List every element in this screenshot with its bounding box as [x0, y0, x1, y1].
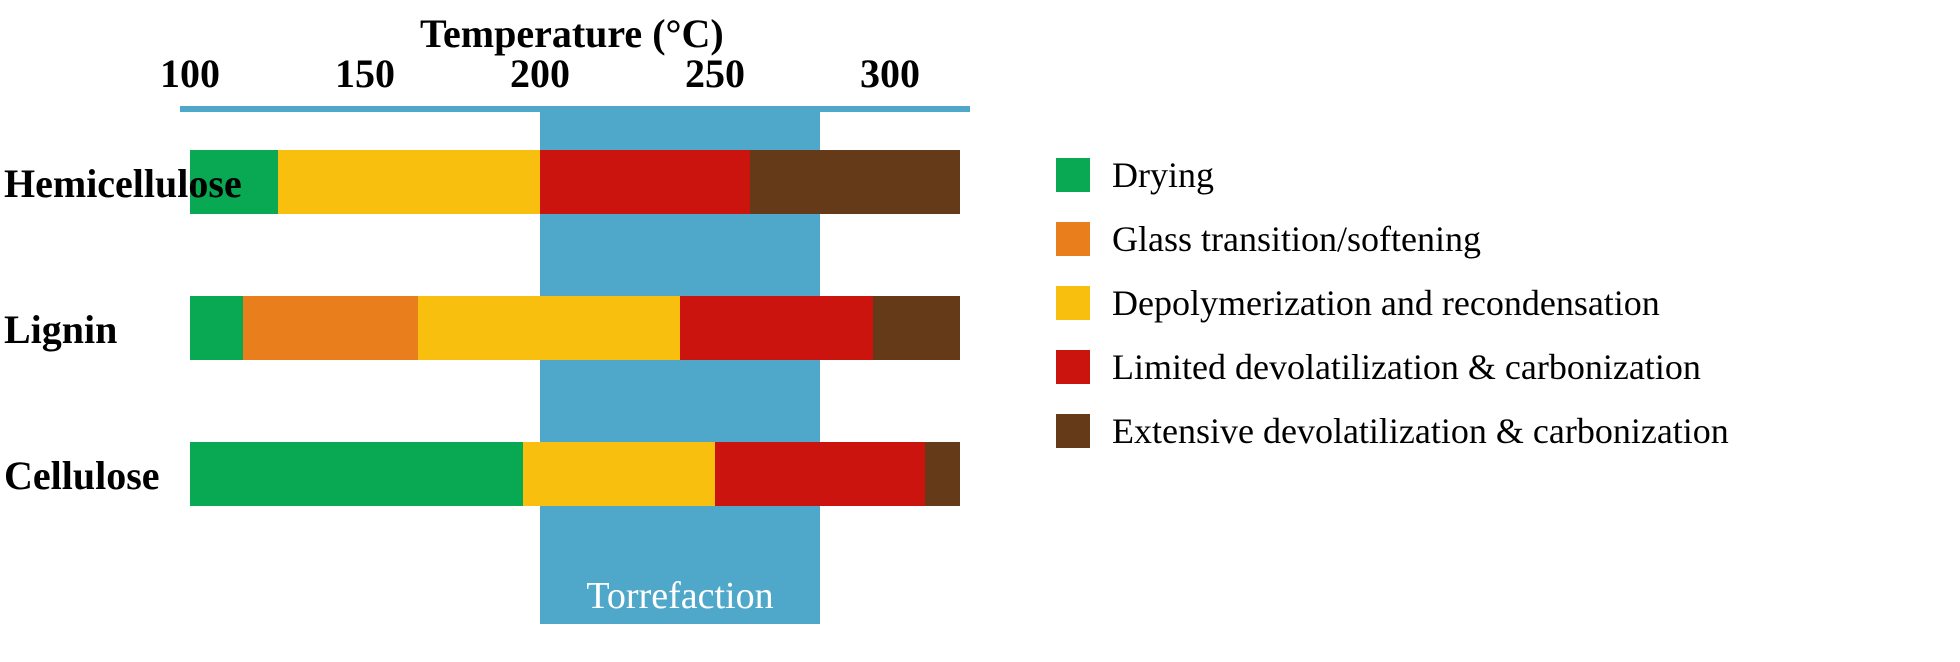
chart-root: Temperature (°C) 100150200250300 Torrefa… — [0, 0, 1960, 662]
bar-segment-limited — [540, 150, 750, 214]
legend-swatch-limited — [1056, 350, 1090, 384]
legend-item: Extensive devolatilization & carbonizati… — [1056, 410, 1729, 452]
bar-segment-extensive — [750, 150, 960, 214]
legend-label: Depolymerization and recondensation — [1112, 282, 1660, 324]
bar-segment-glass — [243, 296, 418, 360]
bar-segment-extensive — [925, 442, 960, 506]
bar-segment-drying — [190, 296, 243, 360]
row-label: Cellulose — [0, 452, 174, 499]
legend-label: Extensive devolatilization & carbonizati… — [1112, 410, 1729, 452]
bar-segment-extensive — [873, 296, 961, 360]
bar-segment-limited — [680, 296, 873, 360]
legend-swatch-glass — [1056, 222, 1090, 256]
x-axis-tick: 150 — [325, 50, 405, 97]
legend-label: Limited devolatilization & carbonization — [1112, 346, 1701, 388]
legend-item: Glass transition/softening — [1056, 218, 1729, 260]
legend-label: Glass transition/softening — [1112, 218, 1481, 260]
legend-swatch-drying — [1056, 158, 1090, 192]
row-label: Hemicellulose — [0, 160, 174, 207]
bar-segment-limited — [715, 442, 925, 506]
legend-label: Drying — [1112, 154, 1214, 196]
legend: Drying Glass transition/softening Depolyme… — [1056, 154, 1729, 474]
legend-item: Depolymerization and recondensation — [1056, 282, 1729, 324]
legend-swatch-extensive — [1056, 414, 1090, 448]
bar-segment-drying — [190, 442, 523, 506]
bar-segment-depoly — [523, 442, 716, 506]
torrefaction-label: Torrefaction — [580, 574, 780, 618]
bar-segment-depoly — [418, 296, 681, 360]
x-axis-tick: 100 — [150, 50, 230, 97]
legend-item: Drying — [1056, 154, 1729, 196]
x-axis-tick: 200 — [500, 50, 580, 97]
legend-swatch-depoly — [1056, 286, 1090, 320]
x-axis-tick: 300 — [850, 50, 930, 97]
x-axis-tick: 250 — [675, 50, 755, 97]
legend-item: Limited devolatilization & carbonization — [1056, 346, 1729, 388]
row-label: Lignin — [0, 306, 174, 353]
bar-segment-depoly — [278, 150, 541, 214]
